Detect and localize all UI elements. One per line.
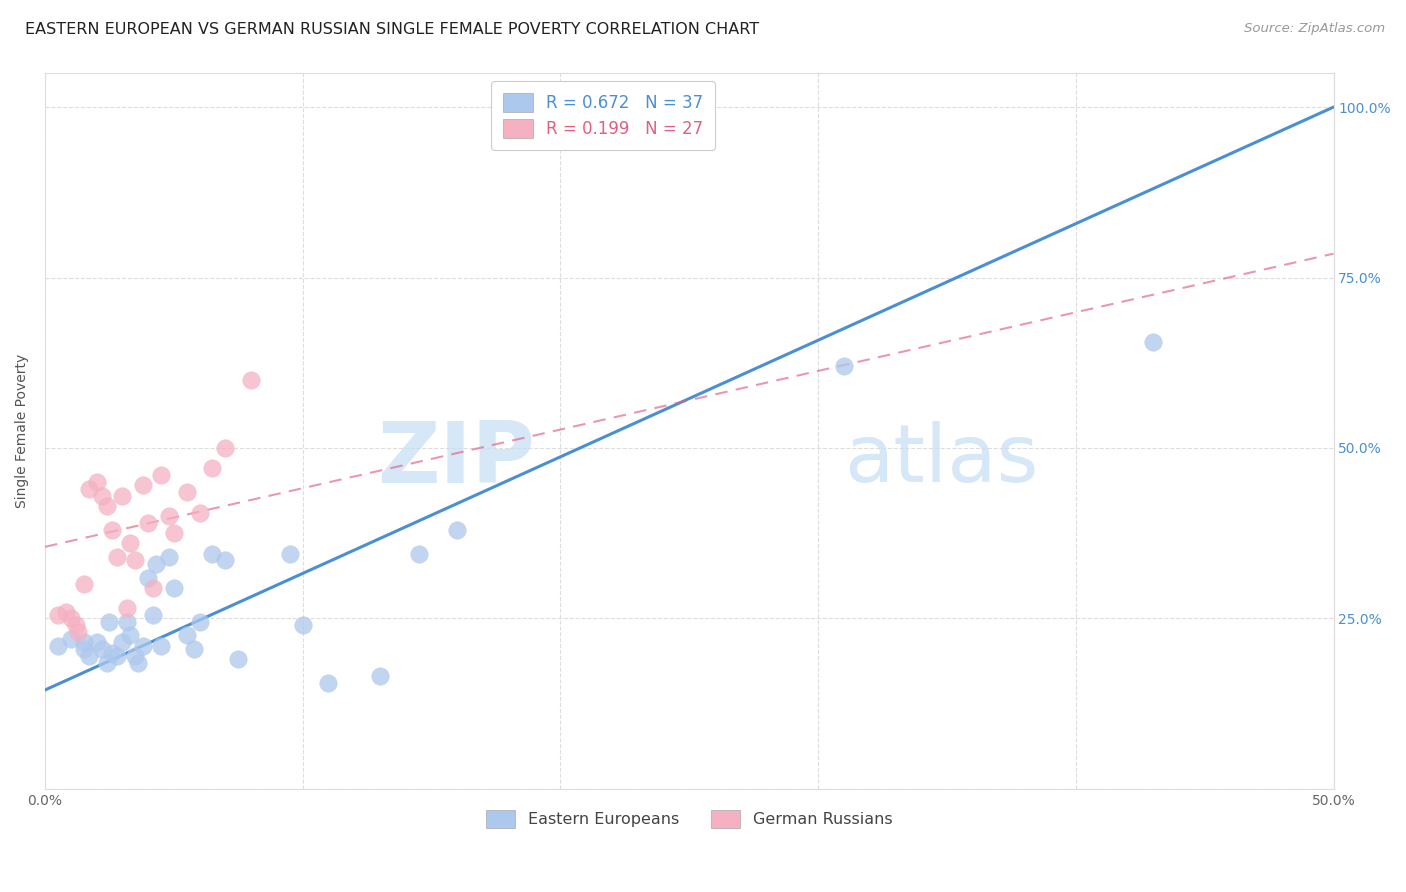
Point [46,639,69,653]
Legend: Eastern Europeans, German Russians: Eastern Europeans, German Russians [479,804,898,835]
Point [163,526,186,541]
Point [59,611,82,625]
Point [142,581,165,595]
Point [72,635,94,649]
Point [98,615,121,629]
Text: Source: ZipAtlas.com: Source: ZipAtlas.com [1244,22,1385,36]
Point [145,557,167,571]
Point [90,489,112,503]
Point [832,359,855,373]
Point [127,656,149,670]
Point [111,635,134,649]
Point [72,642,94,657]
Point [86,635,108,649]
Text: atlas: atlas [844,420,1038,499]
Point [188,506,211,520]
Point [77,482,100,496]
Point [65,618,87,632]
Point [157,509,180,524]
Point [149,468,172,483]
Point [96,656,118,670]
Point [46,607,69,622]
Point [59,632,82,646]
Point [101,646,124,660]
Point [176,628,198,642]
Point [111,489,134,503]
Point [77,648,100,663]
Point [163,581,186,595]
Point [214,553,236,567]
Point [124,553,146,567]
Point [55,605,77,619]
Point [368,669,391,683]
Text: EASTERN EUROPEAN VS GERMAN RUSSIAN SINGLE FEMALE POVERTY CORRELATION CHART: EASTERN EUROPEAN VS GERMAN RUSSIAN SINGL… [25,22,759,37]
Point [183,642,205,657]
Point [118,536,141,550]
Point [226,652,249,666]
Point [105,648,128,663]
Point [318,676,340,690]
Point [117,615,139,629]
Point [105,550,128,565]
Point [408,547,430,561]
Point [1142,335,1164,350]
Point [201,547,224,561]
Point [176,485,198,500]
Point [201,461,224,475]
Point [101,523,124,537]
Point [136,516,159,530]
Point [291,618,314,632]
Point [86,475,108,489]
Point [90,642,112,657]
Point [132,478,155,492]
Point [188,615,211,629]
Point [132,639,155,653]
Text: ZIP: ZIP [377,418,534,501]
Point [214,441,236,455]
Point [240,373,263,387]
Point [72,577,94,591]
Point [124,648,146,663]
Y-axis label: Single Female Poverty: Single Female Poverty [15,354,30,508]
Point [117,601,139,615]
Point [96,499,118,513]
Point [446,523,468,537]
Point [278,547,301,561]
Point [118,628,141,642]
Point [67,625,90,640]
Point [142,607,165,622]
Point [149,639,172,653]
Point [136,570,159,584]
Point [157,550,180,565]
